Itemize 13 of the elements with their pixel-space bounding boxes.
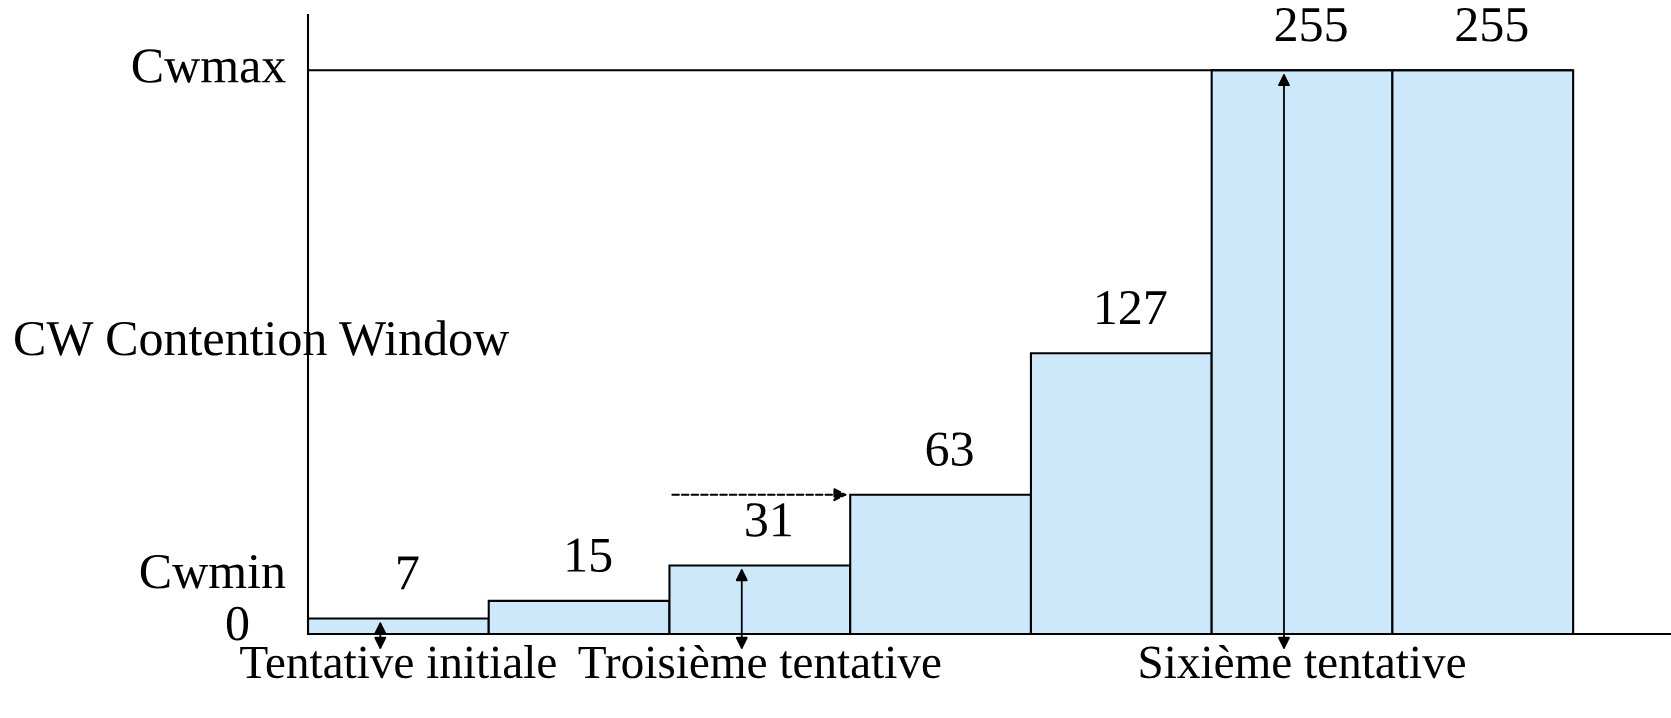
data-label: 63 <box>926 432 973 466</box>
data-label: 255 <box>1456 7 1528 42</box>
data-label: 15 <box>567 538 612 573</box>
data-label: 127 <box>1097 290 1167 325</box>
ref-line-label: Cwmax <box>132 49 286 83</box>
data-label: 255 <box>1275 7 1347 42</box>
x-tick-label: Sixième tentative <box>1140 645 1465 679</box>
data-label: 7 <box>398 556 419 590</box>
text: 0 <box>226 606 249 641</box>
x-tick-label: Tentative initiale <box>240 645 556 679</box>
x-tick-label: Troisième tentative <box>578 645 941 679</box>
data-label: 31 <box>746 503 791 537</box>
text: Cwmin <box>140 554 286 589</box>
